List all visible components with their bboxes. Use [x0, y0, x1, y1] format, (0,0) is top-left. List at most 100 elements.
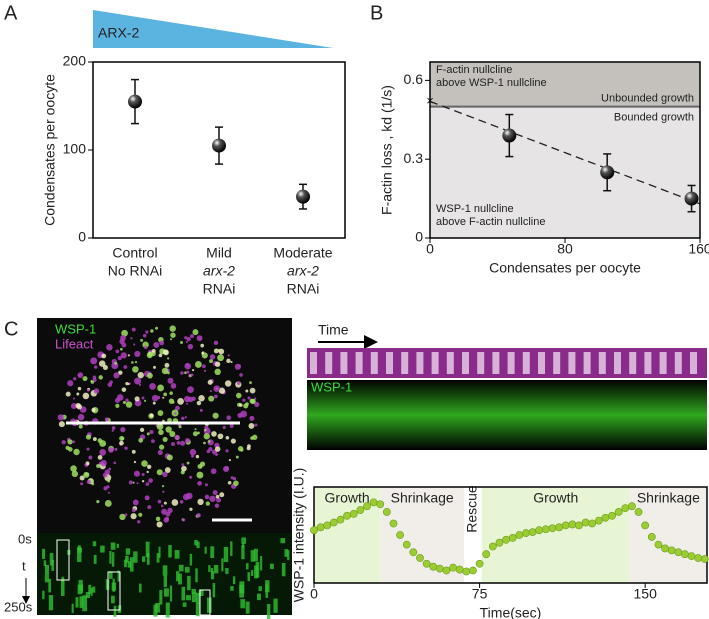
- dot: [207, 379, 213, 385]
- strip-spot: [674, 352, 682, 374]
- dot: [104, 500, 112, 507]
- data-point: [329, 518, 338, 527]
- dot: [120, 347, 123, 351]
- strip-spot: [477, 352, 485, 374]
- dot: [153, 341, 160, 348]
- dot: [180, 440, 186, 446]
- dot: [107, 479, 111, 483]
- streak: [181, 586, 186, 601]
- streak: [51, 560, 54, 571]
- dot: [183, 395, 191, 403]
- dot: [190, 373, 194, 377]
- dot: [203, 433, 210, 440]
- x-tick-label: RNAi: [287, 281, 320, 297]
- dot: [111, 429, 114, 432]
- dot: [151, 439, 155, 443]
- dot: [158, 353, 163, 358]
- dot: [197, 498, 204, 506]
- dot: [229, 423, 234, 428]
- dot: [143, 399, 147, 402]
- dot: [78, 424, 83, 429]
- dot: [107, 491, 110, 494]
- dot: [181, 518, 186, 522]
- data-point: [409, 548, 418, 557]
- streak: [240, 599, 246, 609]
- dot: [185, 438, 190, 443]
- dot: [171, 442, 175, 446]
- dot: [181, 465, 187, 472]
- dot: [98, 375, 103, 380]
- dot: [128, 480, 133, 485]
- dot: [141, 472, 145, 477]
- dot: [124, 446, 128, 450]
- dot: [218, 348, 225, 355]
- dot: [118, 370, 123, 375]
- strip-spot: [568, 352, 576, 374]
- dot: [133, 343, 136, 346]
- dot: [137, 520, 141, 524]
- dot: [195, 454, 200, 459]
- dot: [214, 361, 221, 367]
- dot: [86, 447, 90, 451]
- dot: [131, 449, 136, 454]
- dot: [191, 396, 196, 401]
- dot: [181, 463, 185, 467]
- dot: [171, 499, 179, 506]
- streak: [48, 578, 52, 593]
- data-point: [601, 513, 610, 522]
- dot: [196, 471, 204, 479]
- phase-label: Shrinkage: [637, 490, 700, 506]
- strip-spot: [507, 352, 515, 374]
- streak: [256, 593, 261, 601]
- data-point: [581, 518, 590, 527]
- streak: [48, 595, 54, 611]
- streak: [141, 556, 146, 562]
- dot: [226, 415, 231, 421]
- data-point: [661, 544, 669, 553]
- dot: [115, 403, 120, 408]
- dot: [214, 446, 221, 452]
- dot: [120, 352, 127, 359]
- streak: [60, 580, 65, 597]
- dot: [91, 407, 96, 413]
- streak: [158, 546, 161, 558]
- phase-label: Growth: [533, 490, 578, 506]
- streak: [178, 573, 182, 585]
- dot: [146, 470, 149, 474]
- dot: [111, 426, 116, 430]
- streak: [112, 578, 115, 592]
- dot: [67, 439, 73, 445]
- dot: [212, 412, 219, 419]
- dot: [184, 371, 187, 375]
- dot: [208, 395, 215, 402]
- dot: [119, 513, 126, 521]
- data-point: [502, 128, 517, 143]
- data-point: [634, 508, 643, 516]
- y-tick-label: 0.6: [404, 71, 424, 87]
- dot: [178, 425, 182, 429]
- dot: [140, 338, 144, 342]
- dot: [208, 446, 213, 452]
- data-point: [541, 525, 550, 534]
- streak: [82, 595, 88, 612]
- streak: [239, 584, 245, 598]
- dot: [117, 356, 122, 361]
- dot: [58, 421, 65, 428]
- data-point: [687, 552, 696, 561]
- streak: [49, 553, 54, 566]
- data-point: [535, 526, 544, 535]
- streak: [253, 548, 258, 562]
- phase-label: Shrinkage: [391, 490, 454, 506]
- x-tick-label: arx-2: [287, 263, 319, 279]
- annotation: above WSP-1 nullcline: [436, 77, 547, 89]
- phase-label: Growth: [325, 490, 370, 506]
- dot: [133, 470, 141, 477]
- dot: [82, 392, 90, 400]
- dot: [83, 471, 90, 478]
- dot: [99, 448, 107, 456]
- dot: [170, 338, 173, 341]
- dot: [169, 431, 176, 438]
- y-tick-label: 0: [78, 229, 86, 245]
- streak: [266, 603, 271, 619]
- dot: [196, 513, 201, 518]
